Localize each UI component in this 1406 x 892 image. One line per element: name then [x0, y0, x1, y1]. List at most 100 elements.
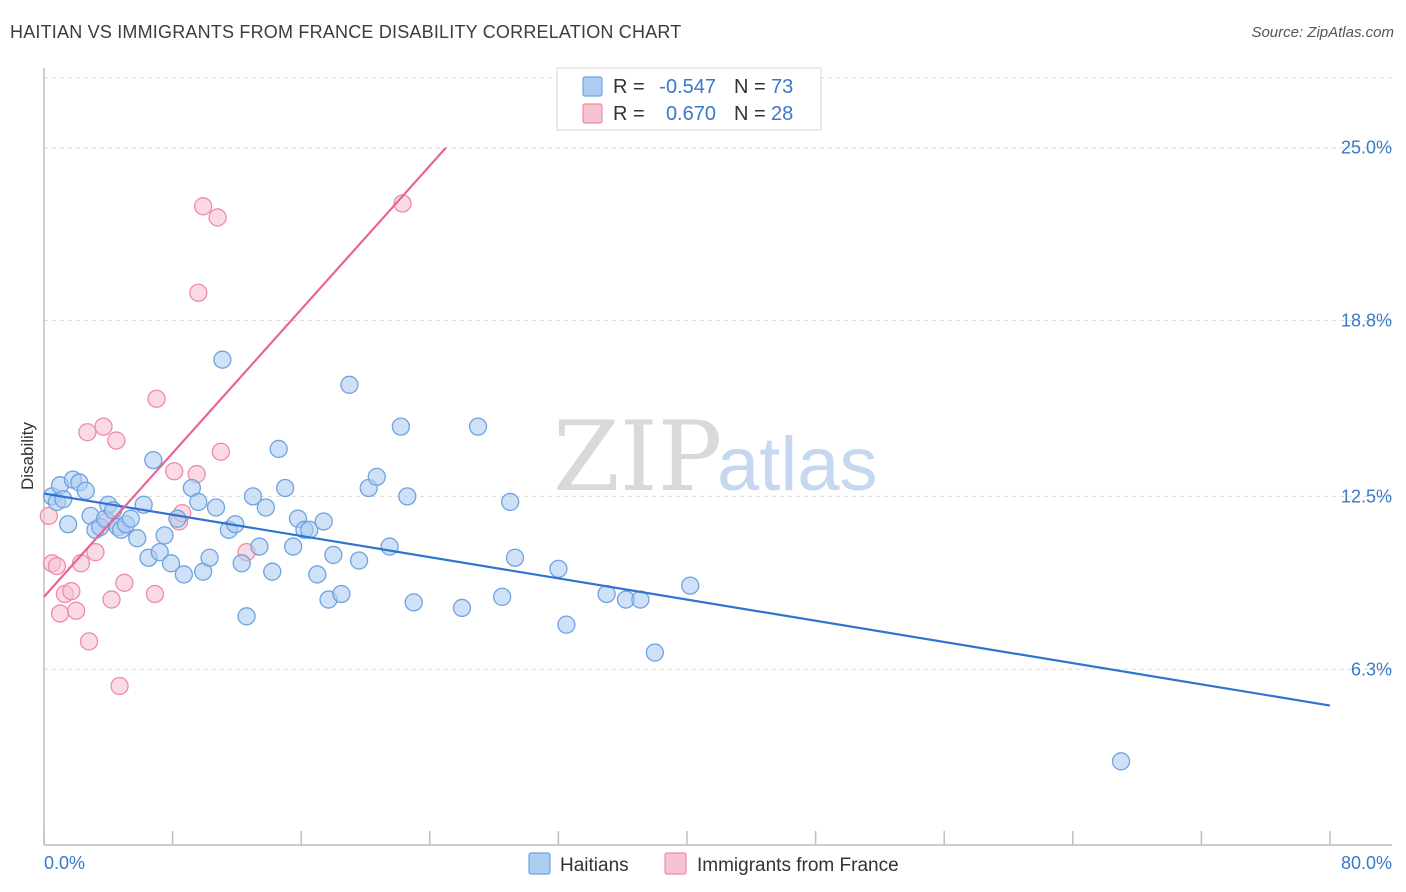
data-point-france	[110, 676, 129, 696]
x-axis-ticks	[43, 831, 1331, 845]
data-point-haitians	[213, 350, 232, 369]
data-point-haitians	[237, 607, 256, 626]
data-point-haitians	[256, 498, 275, 517]
legend-n-value-france: 28	[771, 103, 793, 125]
data-point-france	[107, 431, 126, 450]
data-point-haitians	[1111, 752, 1131, 771]
y-tick-label: 12.5%	[1341, 486, 1392, 506]
data-point-haitians	[128, 529, 147, 548]
data-point-france	[147, 389, 166, 408]
data-point-haitians	[324, 545, 343, 565]
data-point-haitians	[54, 490, 73, 509]
x-tick-label-min: 0.0%	[44, 853, 85, 873]
data-point-france	[208, 208, 227, 227]
legend-n-label-haitians: N =	[734, 76, 766, 98]
legend-swatch-france	[582, 103, 603, 124]
data-point-haitians	[468, 417, 488, 436]
series-immigrants-from-france-points	[39, 194, 412, 696]
source-credit: Source: ZipAtlas.com	[1251, 24, 1394, 41]
legend-r-value-haitians: -0.547	[659, 76, 716, 98]
data-point-haitians	[284, 537, 303, 556]
gridlines	[44, 77, 1392, 670]
data-point-haitians	[557, 615, 576, 634]
x-tick-label-max: 80.0%	[1341, 853, 1392, 873]
legend-r-label-haitians: R =	[613, 76, 645, 98]
data-point-haitians	[404, 593, 423, 612]
data-point-france	[67, 601, 86, 620]
data-point-haitians	[200, 548, 219, 567]
trend-lines	[43, 146, 1331, 707]
data-point-france	[47, 556, 67, 576]
data-point-france	[62, 582, 81, 601]
bottom-legend-label-haitians: Haitians	[560, 855, 629, 876]
data-point-haitians	[189, 492, 208, 512]
data-point-haitians	[492, 587, 512, 606]
data-point-france	[145, 584, 165, 604]
data-point-haitians	[206, 498, 226, 517]
y-tick-label: 25.0%	[1341, 138, 1392, 158]
data-point-haitians	[645, 643, 664, 662]
bottom-legend-label-france: Immigrants from France	[697, 855, 899, 876]
data-point-haitians	[340, 375, 359, 394]
data-point-france	[78, 423, 97, 442]
data-point-haitians	[275, 478, 295, 498]
data-point-france	[102, 590, 121, 609]
data-point-haitians	[398, 487, 417, 506]
data-point-haitians	[501, 492, 520, 512]
legend-r-label-france: R =	[613, 103, 645, 125]
data-point-france	[79, 632, 99, 651]
data-point-haitians	[549, 559, 568, 579]
data-point-haitians	[58, 515, 78, 534]
data-point-france	[211, 442, 230, 461]
series-haitians-points	[42, 350, 1131, 771]
data-point-france	[39, 506, 58, 526]
data-point-haitians	[452, 598, 472, 618]
data-point-haitians	[308, 565, 327, 584]
legend-r-value-france: 0.670	[666, 103, 716, 125]
data-point-haitians	[243, 487, 263, 506]
data-point-haitians	[314, 512, 333, 531]
series-legend: Haitians Immigrants from France	[528, 852, 899, 876]
data-point-haitians	[168, 509, 187, 528]
bottom-legend-swatch-france	[664, 852, 687, 875]
bottom-legend-swatch-haitians	[528, 852, 551, 875]
data-point-france	[50, 604, 70, 623]
data-point-haitians	[174, 565, 194, 584]
data-point-haitians	[349, 551, 369, 570]
y-axis-tick-labels: 6.3% 12.5% 18.8% 25.0%	[1341, 138, 1392, 680]
trend-line-haitians	[43, 492, 1331, 707]
data-point-haitians	[232, 554, 251, 573]
data-point-haitians	[681, 576, 700, 595]
legend-n-value-haitians: 73	[771, 76, 793, 98]
data-point-haitians	[144, 450, 163, 470]
data-point-haitians	[269, 439, 288, 459]
correlation-legend: R = -0.547 N = 73 R = 0.670 N = 28	[556, 67, 822, 131]
data-point-france	[165, 462, 184, 481]
legend-n-label-france: N =	[734, 103, 766, 125]
data-point-france	[115, 573, 134, 592]
data-point-haitians	[161, 554, 181, 573]
data-point-haitians	[155, 526, 174, 545]
watermark: ZIP atlas	[553, 401, 878, 513]
y-tick-label: 18.8%	[1341, 311, 1392, 331]
data-point-haitians	[391, 417, 411, 436]
trend-line-france	[43, 146, 447, 598]
watermark-atlas: atlas	[717, 422, 878, 507]
data-point-haitians	[150, 542, 169, 562]
data-point-france	[86, 542, 105, 562]
data-point-haitians	[332, 584, 351, 604]
data-point-france	[193, 197, 213, 216]
data-point-france	[94, 417, 113, 436]
data-point-haitians	[505, 548, 525, 567]
data-point-haitians	[76, 481, 95, 500]
y-axis-label: Disability	[18, 421, 37, 490]
data-point-haitians	[250, 537, 269, 556]
legend-swatch-haitians	[582, 76, 603, 97]
data-point-haitians	[121, 509, 140, 528]
data-point-france	[189, 283, 208, 302]
y-tick-label: 6.3%	[1351, 659, 1392, 679]
data-point-haitians	[263, 562, 282, 581]
data-point-haitians	[367, 467, 386, 486]
watermark-zip: ZIP	[553, 401, 722, 513]
